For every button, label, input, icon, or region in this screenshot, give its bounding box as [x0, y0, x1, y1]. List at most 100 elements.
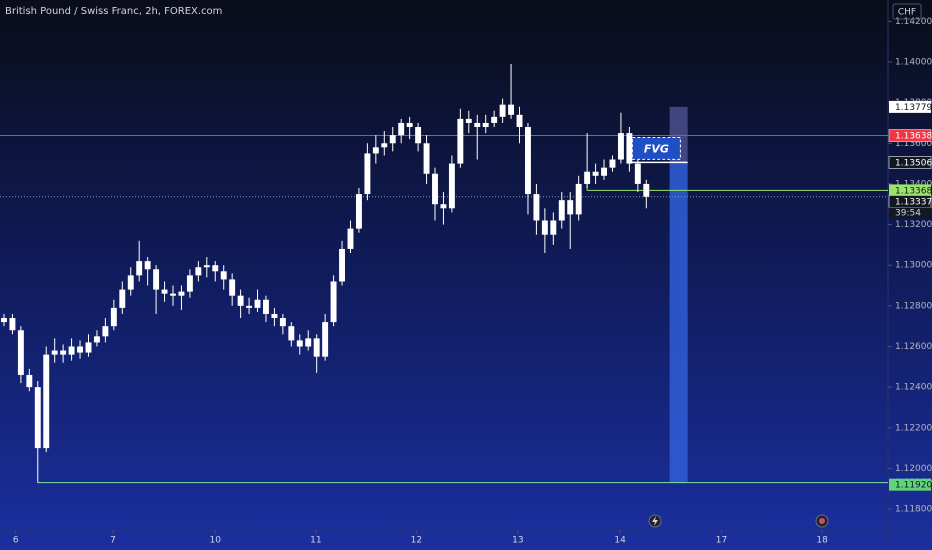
plot: FVG	[0, 64, 888, 484]
y-tick-label: 1.14000	[895, 57, 932, 67]
price-badge-label: 1.13638	[895, 132, 932, 142]
candle-body	[330, 281, 337, 323]
candle-body	[322, 322, 329, 357]
y-tick-label: 1.13000	[895, 261, 932, 271]
candle-body	[617, 133, 624, 160]
candle-body	[178, 291, 185, 296]
candle-body	[229, 279, 236, 296]
candle-body	[195, 267, 202, 276]
candle-body	[592, 171, 599, 176]
candle-body	[339, 248, 345, 282]
candle-body	[136, 261, 143, 276]
fvg-label: FVG	[644, 142, 669, 155]
price-badge-label: 1.13506	[895, 158, 932, 168]
price-badge	[888, 156, 932, 169]
candle-body	[170, 293, 176, 296]
candle-body	[389, 135, 396, 144]
candle-body	[347, 228, 354, 249]
y-tick-label: 1.14200	[895, 17, 932, 27]
y-tick-label: 1.13200	[895, 220, 932, 230]
candle-body	[119, 289, 126, 308]
candle-body	[43, 354, 50, 449]
candle-body	[102, 326, 109, 337]
candle-body	[246, 305, 253, 308]
candle-body	[406, 122, 413, 128]
candle-body	[26, 374, 33, 388]
currency-box[interactable]	[892, 3, 922, 20]
chart-title: British Pound / Swiss Franc, 2h, FOREX.c…	[5, 6, 222, 17]
x-tick-label: 6	[13, 536, 19, 546]
price-badge	[888, 129, 932, 142]
candle-body	[9, 318, 16, 331]
candle-body	[60, 350, 67, 355]
candle-body	[440, 204, 447, 209]
price-badge	[889, 100, 931, 113]
candle-body	[584, 171, 591, 184]
candle-body	[34, 387, 41, 449]
candle-body	[161, 289, 168, 294]
candle-body	[558, 200, 565, 221]
y-tick-label: 1.11800	[895, 505, 932, 515]
x-tick-label: 17	[716, 536, 727, 546]
candle-body	[288, 326, 295, 341]
axes: 1.142001.140001.138001.136001.134001.132…	[13, 17, 932, 546]
candle-body	[77, 346, 83, 353]
candle-body	[432, 173, 438, 205]
candle-body	[499, 104, 506, 117]
price-badge-label: 1.13368	[895, 186, 932, 196]
candle-body	[457, 118, 464, 164]
candle-body	[17, 330, 24, 375]
candle-body	[398, 122, 405, 136]
x-tick-label: 14	[614, 536, 626, 546]
candle-body	[85, 342, 92, 353]
candle-body	[575, 183, 582, 215]
candle-body	[1, 318, 7, 323]
x-tick-label: 18	[816, 536, 828, 546]
y-tick-label: 1.12800	[895, 301, 932, 311]
y-tick-label: 1.13400	[895, 179, 932, 189]
x-tick-label: 12	[411, 536, 422, 546]
candle-body	[305, 338, 312, 347]
candle-body	[372, 147, 379, 154]
candle-body	[601, 167, 607, 176]
candle-body	[626, 133, 633, 164]
candle-body	[364, 153, 371, 195]
x-tick-label: 11	[310, 536, 321, 546]
price-badge-label: 1.13779	[895, 103, 932, 113]
x-tick-label: 7	[110, 536, 116, 546]
countdown-badge	[889, 207, 931, 219]
y-tick-label: 1.12400	[895, 383, 932, 393]
x-tick-label: 10	[210, 536, 222, 546]
candle-body	[541, 220, 548, 235]
candle-body	[423, 143, 430, 174]
candle-body	[508, 104, 515, 115]
candle-body	[186, 275, 193, 292]
candle-body	[279, 318, 286, 327]
candle-body	[153, 269, 160, 290]
candle-body	[448, 163, 455, 209]
candle-body	[110, 307, 117, 327]
candle-body	[127, 275, 134, 290]
candle-body	[271, 313, 278, 319]
price-badge	[889, 184, 931, 197]
candle-body	[550, 220, 557, 235]
candle-body	[533, 194, 540, 221]
candle-body	[237, 295, 244, 306]
candle-body	[525, 127, 531, 195]
candle-body	[51, 350, 58, 355]
fvg-box	[631, 137, 681, 160]
candle-body	[355, 194, 362, 229]
candle-body	[474, 122, 481, 128]
candle-body	[465, 118, 472, 123]
candle-body	[212, 265, 219, 272]
event-icon[interactable]	[648, 514, 662, 528]
candle-body	[567, 200, 574, 215]
y-tick-label: 1.12000	[895, 464, 932, 474]
event-icon[interactable]	[815, 514, 829, 528]
countdown: 39:54	[895, 208, 921, 218]
price-badge	[889, 478, 931, 491]
candle-body	[313, 338, 320, 357]
candle-body	[643, 183, 650, 197]
candle-body	[296, 340, 303, 347]
